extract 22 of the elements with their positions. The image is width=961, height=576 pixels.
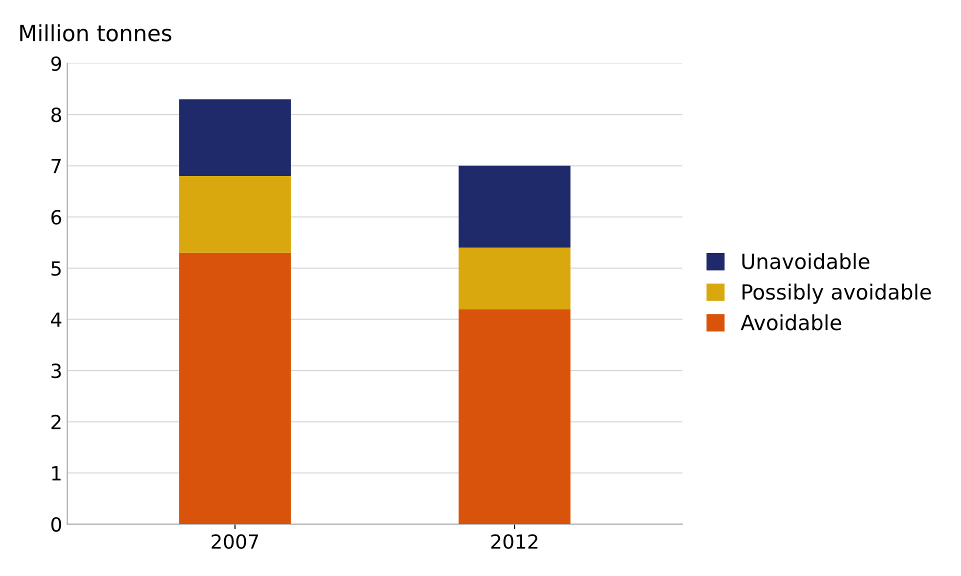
y-tick-label: 7	[52, 158, 61, 174]
bar	[179, 252, 291, 524]
bar	[179, 99, 291, 176]
bar	[458, 166, 570, 248]
x-tick-label: 2007	[212, 534, 258, 549]
y-axis-title: Million tonnes	[20, 24, 172, 42]
y-tick-label: 5	[52, 261, 61, 276]
bar	[458, 248, 570, 310]
legend-label: Avoidable	[740, 314, 842, 330]
bar	[458, 309, 570, 524]
legend-label: Possibly avoidable	[742, 284, 931, 304]
y-tick-label: 3	[52, 364, 61, 378]
y-tick-label: 6	[51, 210, 62, 225]
y-tick-label: 4	[50, 312, 62, 327]
y-tick-label: 9	[51, 56, 62, 72]
y-tick-label: 2	[51, 414, 60, 430]
y-tick-label: 8	[51, 108, 62, 122]
y-tick-label: 1	[52, 466, 61, 480]
bar	[179, 176, 291, 253]
x-tick-label: 2012	[491, 534, 538, 549]
y-tick-label: 0	[51, 517, 62, 532]
legend-label: Unavoidable	[742, 253, 870, 270]
